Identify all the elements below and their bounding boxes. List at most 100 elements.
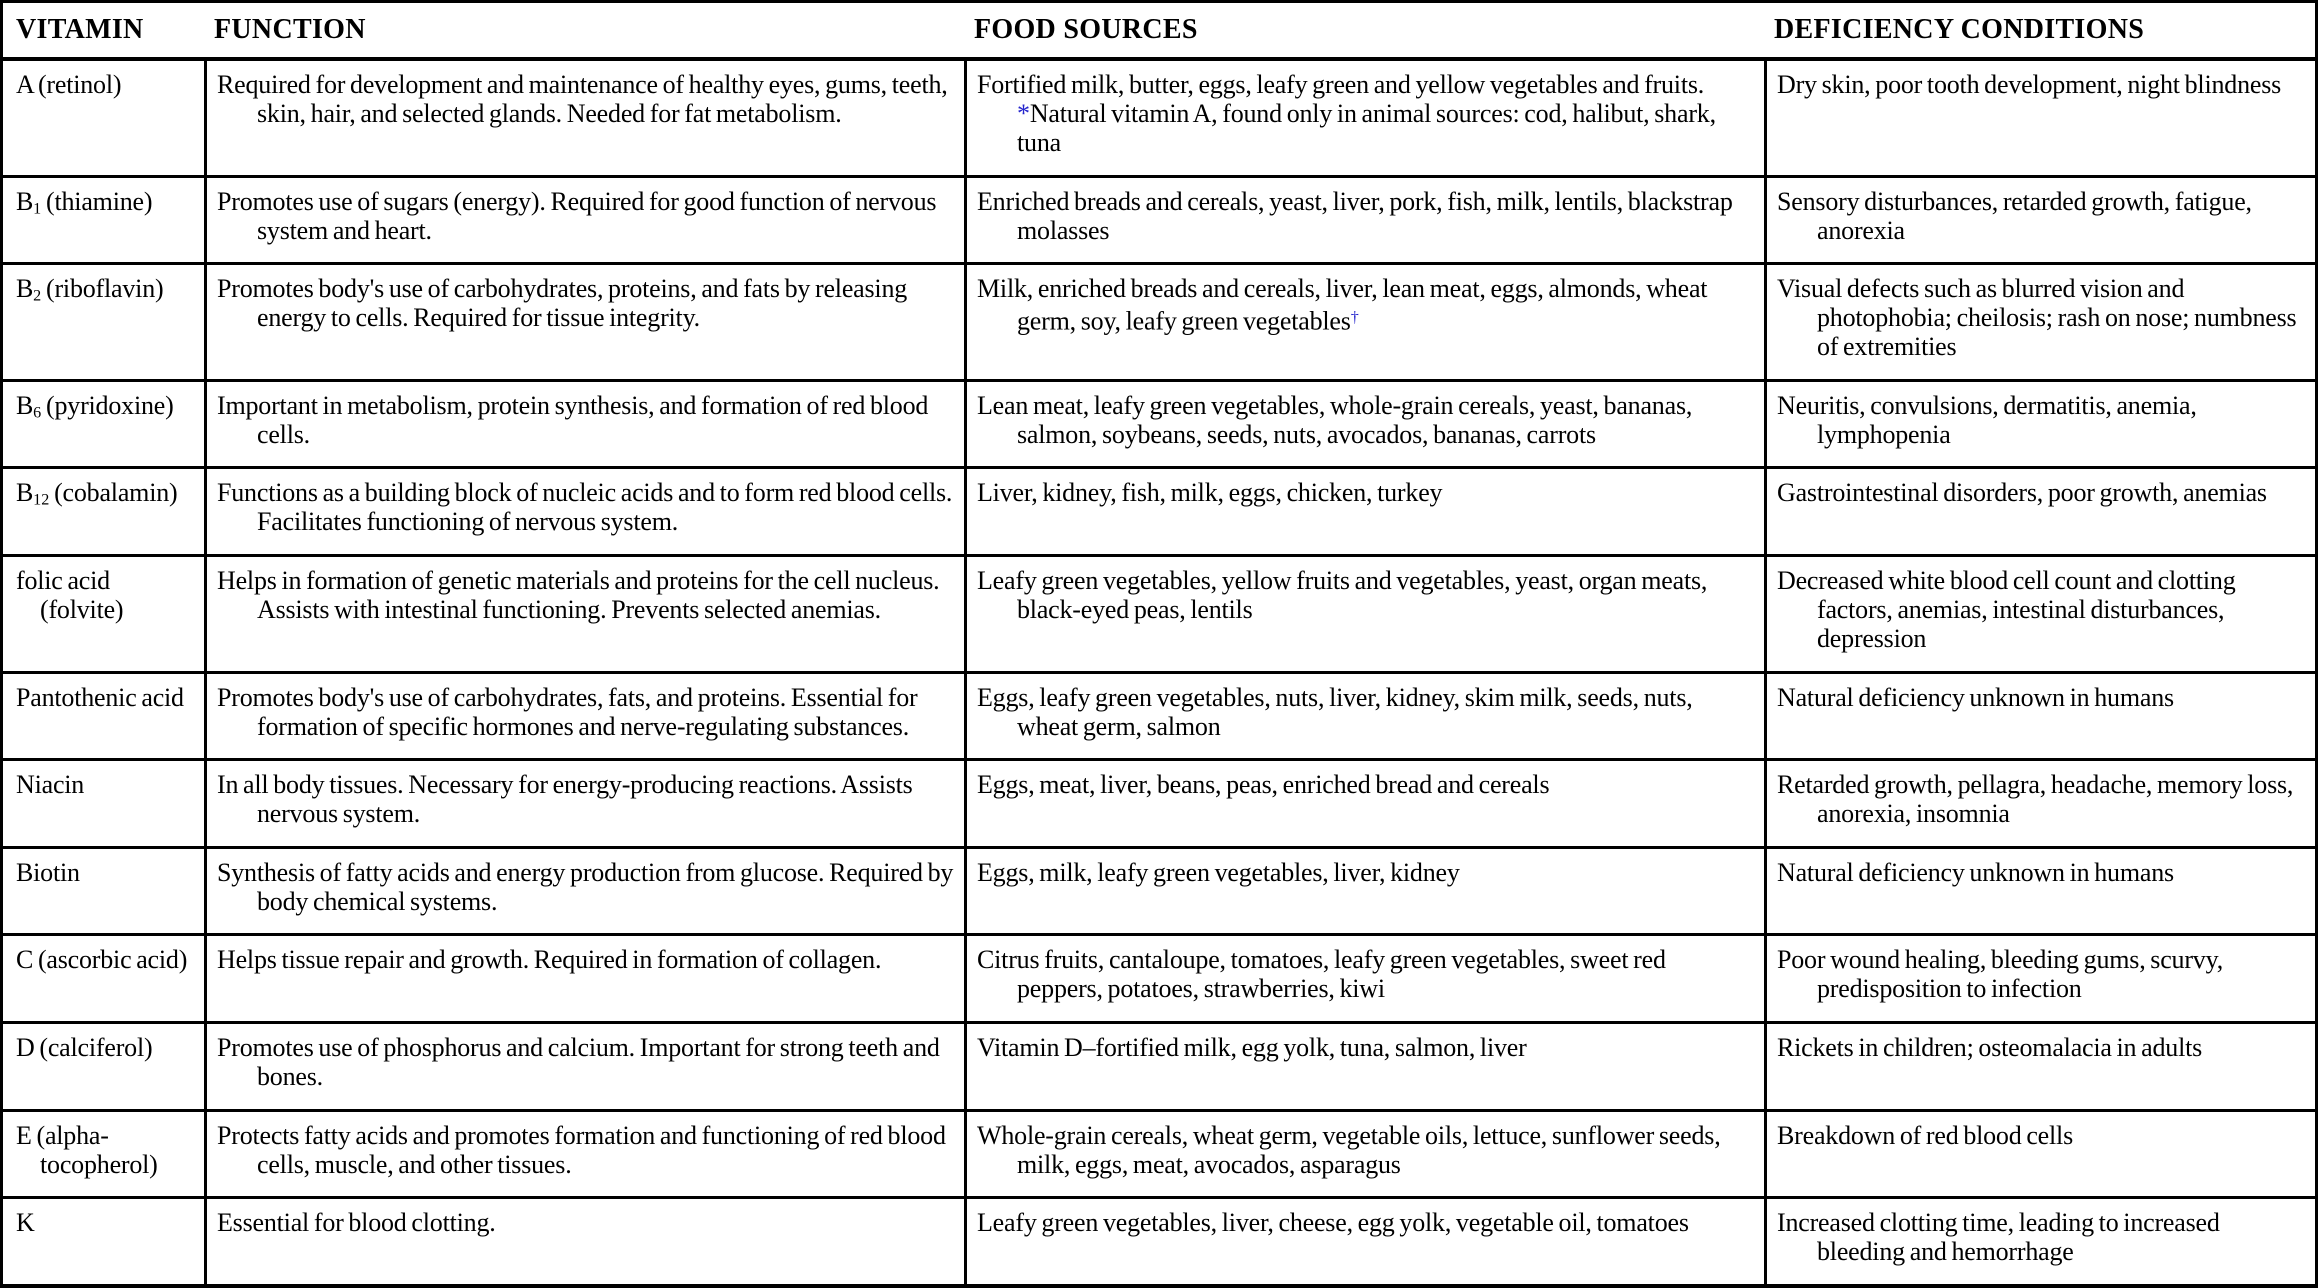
cell-deficiency-text: Retarded growth, pellagra, headache, mem…	[1777, 770, 2294, 829]
table-row: folic acid (folvite) Helps in formation o…	[3, 557, 2315, 674]
cell-vitamin-text: B1 (thiamine)	[16, 186, 153, 218]
cell-deficiency-text: Rickets in children; osteomalacia in adu…	[1777, 1033, 2203, 1063]
cell-food-sources-text: Fortified milk, butter, eggs, leafy gree…	[977, 70, 1716, 157]
cell-food-sources-text: Whole-grain cereals, wheat germ, vegetab…	[977, 1120, 1721, 1179]
table-row: Pantothenic acid Promotes body's use of c…	[3, 673, 2315, 762]
header-function: FUNCTION	[214, 14, 366, 45]
cell-vitamin: Pantothenic acid	[3, 674, 204, 759]
cell-food-sources: Whole-grain cereals, wheat germ, vegetab…	[964, 1111, 1764, 1197]
cell-deficiency-text: Dry skin, poor tooth development, night …	[1777, 70, 2282, 99]
cell-deficiency: Sensory disturbances, retarded growth, f…	[1764, 177, 2315, 263]
cell-vitamin: Biotin	[3, 849, 204, 934]
cell-vitamin-text: Niacin	[16, 770, 85, 800]
cell-vitamin-text: B2 (riboflavin)	[16, 274, 164, 305]
cell-vitamin: Niacin	[3, 761, 204, 846]
cell-function-text: In all body tissues. Necessary for energ…	[217, 770, 913, 829]
cell-vitamin-text: D (calciferol)	[16, 1033, 153, 1063]
table-row: Niacin In all body tissues. Necessary for…	[3, 761, 2315, 849]
cell-food-sources: Citrus fruits, cantaloupe, tomatoes, lea…	[964, 936, 1764, 1022]
cell-vitamin-text: C (ascorbic acid)	[16, 945, 188, 975]
cell-deficiency: Visual defects such as blurred vision an…	[1764, 265, 2315, 379]
table-row: B12 (cobalamin) Functions as a building b…	[3, 469, 2315, 558]
cell-food-sources: Milk, enriched breads and cereals, liver…	[964, 265, 1764, 379]
cell-deficiency: Breakdown of red blood cells	[1764, 1111, 2315, 1197]
cell-function: Important in metabolism, protein synthes…	[204, 381, 964, 467]
table-row: D (calciferol) Promotes use of phosphorus…	[3, 1024, 2315, 1112]
cell-function-text: Important in metabolism, protein synthes…	[217, 390, 929, 449]
table-row: Biotin Synthesis of fatty acids and energ…	[3, 848, 2315, 937]
cell-function: In all body tissues. Necessary for energ…	[204, 761, 964, 846]
cell-vitamin: A (retinol)	[3, 61, 204, 175]
cell-food-sources: Eggs, milk, leafy green vegetables, live…	[964, 848, 1764, 934]
table-row: K Essential for blood clotting. Leafy gree…	[3, 1199, 2315, 1284]
table-row: E (alpha-tocopherol) Protects fatty acids…	[3, 1111, 2315, 1200]
cell-function-text: Required for development and maintenance…	[217, 70, 948, 128]
cell-deficiency: Gastrointestinal disorders, poor growth,…	[1764, 469, 2315, 555]
cell-function: Required for development and maintenance…	[204, 61, 964, 175]
table-row: C (ascorbic acid) Helps tissue repair and…	[3, 936, 2315, 1025]
cell-function: Helps tissue repair and growth. Required…	[204, 936, 964, 1022]
header-deficiency-conditions: DEFICIENCY CONDITIONS	[1774, 14, 2145, 45]
cell-deficiency-text: Breakdown of red blood cells	[1777, 1120, 2073, 1150]
table-row: B2 (riboflavin) Promotes body's use of ca…	[3, 265, 2315, 382]
cell-food-sources: Leafy green vegetables, yellow fruits an…	[964, 557, 1764, 671]
cell-deficiency-text: Natural deficiency unknown in humans	[1777, 857, 2174, 887]
cell-vitamin: B2 (riboflavin)	[3, 265, 204, 379]
cell-deficiency-text: Sensory disturbances, retarded growth, f…	[1777, 186, 2252, 245]
cell-function-text: Helps tissue repair and growth. Required…	[217, 945, 882, 975]
cell-deficiency: Increased clotting time, leading to incr…	[1764, 1199, 2315, 1284]
cell-deficiency-text: Natural deficiency unknown in humans	[1777, 682, 2174, 712]
cell-vitamin: B1 (thiamine)	[3, 178, 204, 263]
cell-food-sources-text: Lean meat, leafy green vegetables, whole…	[977, 390, 1693, 449]
cell-deficiency: Natural deficiency unknown in humans	[1764, 848, 2315, 934]
cell-food-sources: Fortified milk, butter, eggs, leafy gree…	[964, 61, 1764, 175]
cell-function: Helps in formation of genetic materials …	[204, 557, 964, 671]
cell-vitamin: B6 (pyridoxine)	[3, 382, 204, 467]
cell-vitamin-text: E (alpha-tocopherol)	[16, 1120, 158, 1179]
cell-vitamin-text: B12 (cobalamin)	[16, 478, 178, 509]
cell-food-sources: Lean meat, leafy green vegetables, whole…	[964, 381, 1764, 467]
cell-deficiency-text: Decreased white blood cell count and clo…	[1777, 566, 2236, 654]
cell-deficiency-text: Increased clotting time, leading to incr…	[1777, 1208, 2220, 1267]
cell-vitamin-text: Pantothenic acid	[16, 682, 184, 712]
cell-function-text: Essential for blood clotting.	[217, 1208, 496, 1238]
cell-food-sources: Eggs, leafy green vegetables, nuts, live…	[964, 673, 1764, 759]
cell-vitamin-text: A (retinol)	[16, 70, 122, 99]
header-food-sources: FOOD SOURCES	[974, 14, 1198, 45]
cell-food-sources: Liver, kidney, fish, milk, eggs, chicken…	[964, 469, 1764, 555]
footnote-marker: †	[1350, 309, 1359, 327]
cell-vitamin: D (calciferol)	[3, 1024, 204, 1109]
cell-vitamin-text: Biotin	[16, 857, 80, 887]
cell-deficiency: Rickets in children; osteomalacia in adu…	[1764, 1024, 2315, 1109]
table-body: A (retinol) Required for development and …	[3, 61, 2315, 1284]
footnote-marker: *	[1017, 99, 1030, 128]
cell-vitamin-text: K	[16, 1208, 35, 1238]
cell-vitamin: folic acid (folvite)	[3, 557, 204, 671]
cell-deficiency: Dry skin, poor tooth development, night …	[1764, 61, 2315, 175]
cell-food-sources-text: Liver, kidney, fish, milk, eggs, chicken…	[977, 478, 1443, 508]
cell-food-sources-text: Leafy green vegetables, liver, cheese, e…	[977, 1208, 1689, 1238]
cell-function-text: Promotes body's use of carbohydrates, pr…	[217, 274, 908, 333]
cell-function-text: Helps in formation of genetic materials …	[217, 566, 940, 625]
cell-function: Promotes use of phosphorus and calcium. …	[204, 1024, 964, 1109]
cell-function: Promotes body's use of carbohydrates, fa…	[204, 673, 964, 759]
cell-vitamin: B12 (cobalamin)	[3, 469, 204, 554]
cell-deficiency-text: Gastrointestinal disorders, poor growth,…	[1777, 478, 2267, 508]
cell-vitamin-text: folic acid (folvite)	[16, 566, 124, 625]
cell-deficiency: Neuritis, convulsions, dermatitis, anemi…	[1764, 381, 2315, 467]
cell-vitamin: E (alpha-tocopherol)	[3, 1112, 204, 1197]
cell-food-sources: Leafy green vegetables, liver, cheese, e…	[964, 1199, 1764, 1284]
header-vitamin: VITAMIN	[16, 14, 144, 45]
table-row: B6 (pyridoxine) Important in metabolism, …	[3, 381, 2315, 470]
cell-food-sources-text: Milk, enriched breads and cereals, liver…	[977, 274, 1708, 336]
cell-function: Promotes use of sugars (energy). Require…	[204, 177, 964, 263]
cell-food-sources: Enriched breads and cereals, yeast, live…	[964, 177, 1764, 263]
cell-vitamin: K	[3, 1199, 204, 1284]
cell-deficiency-text: Neuritis, convulsions, dermatitis, anemi…	[1777, 390, 2197, 449]
cell-function-text: Functions as a building block of nucleic…	[217, 478, 953, 537]
cell-function-text: Protects fatty acids and promotes format…	[217, 1120, 946, 1179]
cell-vitamin: C (ascorbic acid)	[3, 936, 204, 1021]
cell-function-text: Promotes body's use of carbohydrates, fa…	[217, 682, 918, 741]
cell-deficiency-text: Poor wound healing, bleeding gums, scurv…	[1777, 945, 2224, 1004]
cell-food-sources-text: Eggs, leafy green vegetables, nuts, live…	[977, 682, 1693, 741]
